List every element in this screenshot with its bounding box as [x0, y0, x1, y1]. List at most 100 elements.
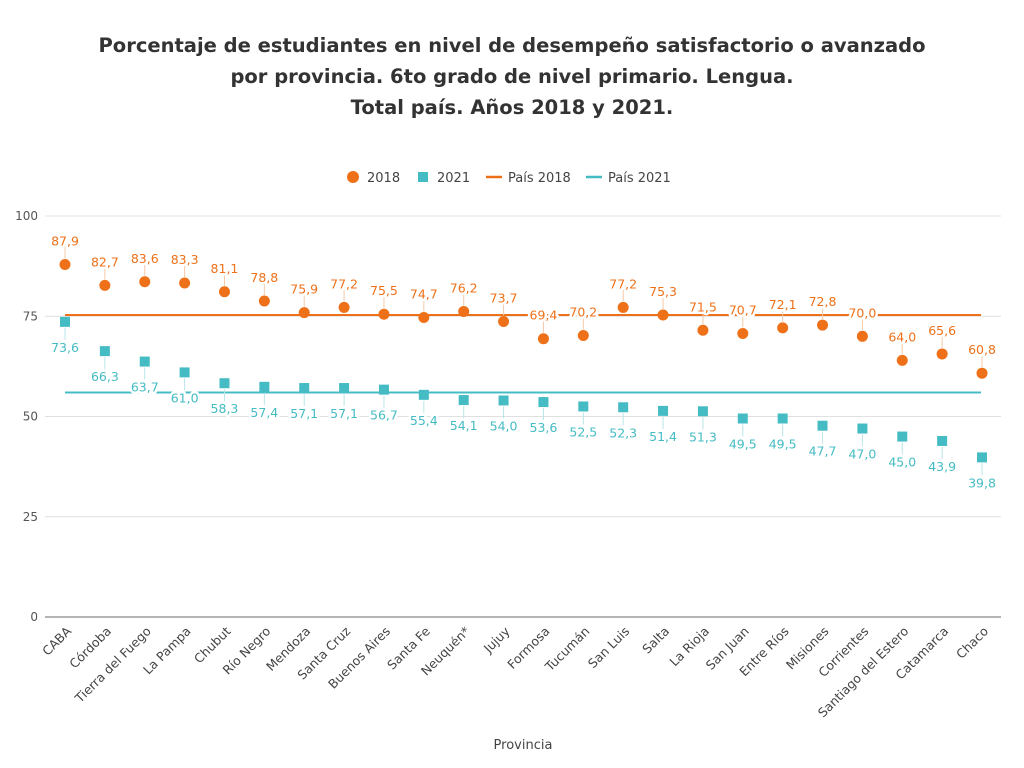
data-label-2018: 72,8 [809, 294, 837, 309]
data-label-2021: 66,3 [91, 369, 119, 384]
data-label-2021: 43,9 [928, 459, 956, 474]
x-tick-label: Chaco [953, 624, 991, 662]
point-2018 [617, 301, 629, 313]
data-label-2021: 55,4 [410, 413, 438, 428]
x-tick-label: Jujuy [480, 623, 513, 656]
point-2021 [538, 397, 549, 408]
legend-label: 2018 [367, 171, 400, 186]
legend-label: País 2021 [608, 171, 671, 186]
point-2021 [737, 413, 748, 424]
data-label-2018: 77,2 [330, 276, 358, 291]
data-label-2021: 73,6 [51, 340, 79, 355]
chart-title-line-2: por provincia. 6to grado de nivel primar… [230, 65, 794, 88]
data-label-2018: 75,9 [290, 282, 318, 297]
point-2021 [817, 420, 828, 431]
point-2021 [99, 346, 110, 357]
grid-lines [45, 215, 1001, 618]
data-label-2021: 51,3 [689, 429, 717, 444]
legend-item: 2018 [347, 171, 400, 186]
data-label-2018: 65,6 [928, 323, 956, 338]
y-tick-label: 75 [23, 309, 38, 323]
y-axis: 0 25 50 75 100 [15, 209, 38, 624]
legend-marker-circle [347, 171, 359, 183]
data-label-2021: 57,4 [250, 405, 278, 420]
data-label-2021: 63,7 [131, 380, 159, 395]
point-2018 [577, 329, 589, 341]
point-2018 [218, 286, 230, 298]
point-2021 [977, 452, 988, 463]
y-tick-label: 100 [15, 209, 38, 223]
legend-label: País 2018 [508, 171, 571, 186]
data-label-2018: 70,0 [848, 305, 876, 320]
point-2018 [896, 354, 908, 366]
data-label-2018: 60,8 [968, 342, 996, 357]
data-label-2018: 82,7 [91, 254, 119, 269]
data-label-2018: 81,1 [211, 261, 239, 276]
data-label-2021: 39,8 [968, 475, 996, 490]
data-label-2021: 49,5 [769, 437, 797, 452]
data-label-2018: 69,4 [530, 308, 558, 323]
point-2018 [657, 309, 669, 321]
point-2021 [458, 395, 469, 406]
point-2018 [936, 348, 948, 360]
point-2021 [897, 431, 908, 442]
chart-title-line-1: Porcentaje de estudiantes en nivel de de… [98, 34, 926, 57]
data-label-2021: 47,0 [848, 447, 876, 462]
data-label-2018: 77,2 [609, 276, 637, 291]
point-2018 [737, 327, 749, 339]
y-tick-label: 25 [23, 510, 38, 524]
point-2021 [618, 402, 629, 413]
point-2018 [139, 276, 151, 288]
x-tick-label: CABA [39, 623, 74, 658]
point-2018 [338, 301, 350, 313]
point-2018 [856, 330, 868, 342]
data-label-2018: 75,5 [370, 283, 398, 298]
data-label-2018: 83,6 [131, 251, 159, 266]
point-2021 [498, 395, 509, 406]
point-2018 [378, 308, 390, 320]
point-2021 [179, 367, 190, 378]
data-label-2018: 76,2 [450, 280, 478, 295]
chart-title-line-3: Total país. Años 2018 y 2021. [350, 96, 674, 119]
data-label-2018: 71,5 [689, 299, 717, 314]
point-2018 [258, 295, 270, 307]
data-label-2021: 61,0 [171, 390, 199, 405]
y-tick-label: 0 [30, 610, 38, 624]
point-2018 [298, 307, 310, 319]
data-label-2021: 52,5 [569, 424, 597, 439]
point-2018 [418, 311, 430, 323]
point-2018 [537, 333, 549, 345]
x-tick-label: San Luis [585, 624, 632, 671]
data-label-2021: 51,4 [649, 429, 677, 444]
point-2018 [458, 305, 470, 317]
data-label-2018: 75,3 [649, 284, 677, 299]
point-2021 [339, 383, 350, 394]
data-label-2018: 73,7 [490, 290, 518, 305]
data-label-2021: 56,7 [370, 408, 398, 423]
point-2021 [937, 435, 948, 446]
point-2021 [857, 423, 868, 434]
point-2021 [139, 356, 150, 367]
data-label-2018: 72,1 [769, 297, 797, 312]
legend-item: País 2018 [486, 171, 571, 186]
data-label-2021: 47,7 [809, 444, 837, 459]
data-label-2021: 54,0 [490, 418, 518, 433]
data-label-2018: 70,2 [569, 304, 597, 319]
point-2018 [817, 319, 829, 331]
data-label-2021: 45,0 [888, 455, 916, 470]
reference-lines [65, 314, 981, 394]
point-2021 [697, 406, 708, 417]
chart-title: Porcentaje de estudiantes en nivel de de… [20, 30, 1004, 123]
data-label-2021: 57,1 [330, 406, 358, 421]
data-label-2021: 52,3 [609, 425, 637, 440]
legend-label: 2021 [437, 171, 470, 186]
data-label-2021: 49,5 [729, 437, 757, 452]
point-2021 [219, 378, 230, 389]
data-label-2021: 57,1 [290, 406, 318, 421]
point-2018 [777, 322, 789, 334]
point-2021 [578, 401, 589, 412]
data-label-2018: 70,7 [729, 302, 757, 317]
point-2018 [976, 367, 988, 379]
